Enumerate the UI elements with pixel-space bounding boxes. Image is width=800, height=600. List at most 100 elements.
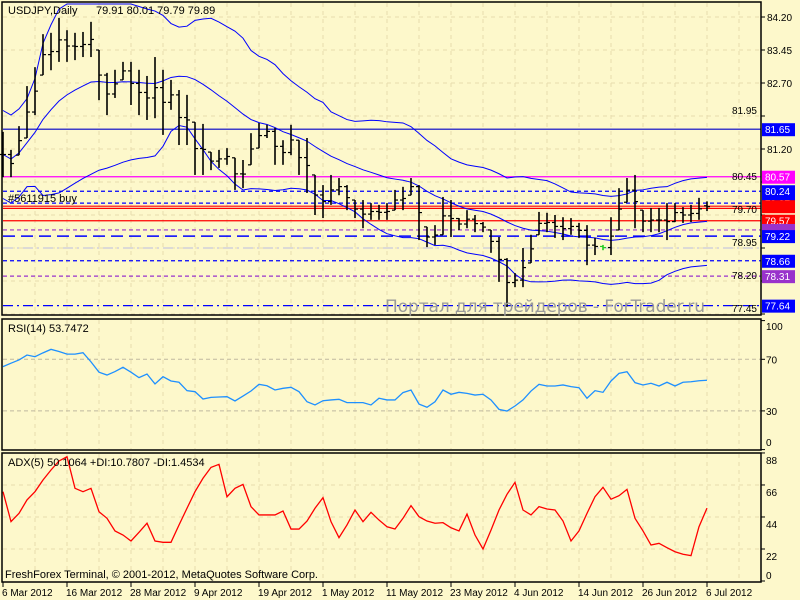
price-level-label-box: [762, 254, 795, 268]
adx-title: ADX(5) 50.1064 +DI:10.7807 -DI:1.4534: [8, 457, 205, 469]
time-axis-label: 9 Apr 2012: [194, 588, 243, 599]
price-bar: [600, 244, 606, 251]
price-bars: [0, 17, 710, 307]
price-bar: [592, 237, 598, 256]
price-bar: [16, 126, 22, 156]
price-bar: [624, 178, 630, 203]
price-bar: [336, 178, 342, 196]
copyright-text: FreshForex Terminal, © 2001-2012, MetaQu…: [5, 569, 318, 581]
adx-axis-label: 44: [766, 520, 778, 531]
price-level-label: 79.57: [765, 217, 790, 228]
price-level-label-box: [762, 185, 795, 199]
price-bar: [584, 225, 590, 266]
time-axis-label: 26 Jun 2012: [642, 588, 697, 599]
price-bar: [200, 123, 206, 175]
time-axis-label: 6 Jul 2012: [706, 588, 753, 599]
chart-title: USDJPY,Daily: [8, 5, 78, 17]
price-bar: [568, 218, 574, 235]
time-axis-label: 16 Mar 2012: [66, 588, 123, 599]
rsi-axis-label: 70: [766, 355, 778, 366]
order-label: #5611915 buy: [8, 193, 77, 205]
price-axis-label: 80.45: [732, 172, 757, 183]
price-axis-label: 81.95: [732, 106, 757, 117]
price-bar: [176, 90, 182, 146]
price-bar: [168, 79, 174, 110]
price-bar: [112, 69, 118, 98]
price-bar: [192, 121, 198, 175]
rsi-axis-label: 30: [766, 407, 778, 418]
price-level-label-box: [762, 230, 795, 244]
rsi-line: [2, 348, 708, 412]
price-bar: [608, 217, 614, 256]
price-bar: [528, 234, 534, 264]
time-axis-label: 28 Mar 2012: [130, 588, 187, 599]
price-bar: [376, 204, 382, 220]
price-bar: [256, 123, 262, 149]
price-bar: [304, 138, 310, 193]
price-axis-label: 84.20: [767, 13, 792, 24]
price-bar: [104, 72, 110, 116]
price-bar: [96, 49, 102, 101]
ohlc-readout: 79.91 80.01 79.79 79.89: [96, 5, 215, 17]
price-level-label-box: [762, 270, 795, 284]
price-level-label: 77.64: [765, 302, 790, 313]
price-bar: [144, 75, 150, 120]
price-bar: [24, 86, 30, 139]
time-axis: 6 Mar 2012 16 Mar 2012 28 Mar 2012 9 Apr 20…: [2, 582, 753, 599]
price-bar: [320, 185, 326, 219]
price-bar: [184, 94, 190, 146]
rsi-panel-frame: [1, 318, 762, 451]
time-axis-label: 6 Mar 2012: [2, 588, 53, 599]
price-axis-label: 78.95: [732, 238, 757, 249]
price-bar: [328, 174, 334, 205]
price-bar: [536, 211, 542, 236]
price-bar: [464, 210, 470, 229]
price-bar: [392, 189, 398, 211]
price-level-label: 78.31: [765, 272, 790, 283]
price-bar: [400, 186, 406, 211]
adx-axis-label: 88: [766, 456, 778, 467]
rsi-series-line: [2, 348, 708, 412]
time-axis-label: 1 May 2012: [322, 588, 375, 599]
price-bar: [56, 17, 62, 62]
price-bar: [440, 196, 446, 236]
price-level-label: 81.65: [765, 125, 790, 136]
adx-axis-label: 22: [766, 552, 778, 563]
price-bar: [664, 203, 670, 241]
price-bar: [560, 217, 566, 241]
price-bar: [688, 204, 694, 223]
time-axis-label: 4 Jun 2012: [514, 588, 564, 599]
price-level-label: 80.24: [765, 187, 790, 198]
price-bar: [160, 69, 166, 135]
price-axis-label: 83.45: [767, 46, 792, 57]
band-upper-line: [2, 3, 708, 197]
price-bar: [360, 200, 366, 229]
time-axis-label: 11 May 2012: [386, 588, 444, 599]
price-bar: [424, 226, 430, 248]
adx-axis-label: 66: [766, 488, 778, 499]
price-bar: [288, 124, 294, 156]
watermark: Портал для трейдеров - ForTrader.ru: [385, 297, 705, 317]
price-bar: [640, 209, 646, 233]
price-axis: 84.20 83.45 82.70 81.95 81.20 80.45 79.70 78.95…: [732, 13, 792, 582]
price-bar: [696, 197, 702, 220]
price-levels: [3, 128, 761, 307]
price-bar: [136, 69, 142, 116]
price-bar: [248, 133, 254, 166]
rsi-title: RSI(14) 53.7472: [8, 323, 89, 335]
price-bar: [408, 178, 414, 196]
price-bar: [456, 217, 462, 230]
price-bar: [280, 140, 286, 165]
price-bar: [496, 237, 502, 282]
price-bar: [648, 207, 654, 233]
grid: [3, 3, 761, 581]
adx-axis-label: 0: [766, 571, 772, 582]
price-bar: [520, 248, 526, 288]
price-level-label: 78.66: [765, 257, 790, 268]
price-bar: [384, 203, 390, 220]
price-bar: [552, 215, 558, 238]
price-axis-label: 79.70: [732, 205, 757, 216]
price-bar: [368, 203, 374, 220]
price-level-label: 79.22: [765, 232, 790, 243]
price-bar: [472, 215, 478, 233]
